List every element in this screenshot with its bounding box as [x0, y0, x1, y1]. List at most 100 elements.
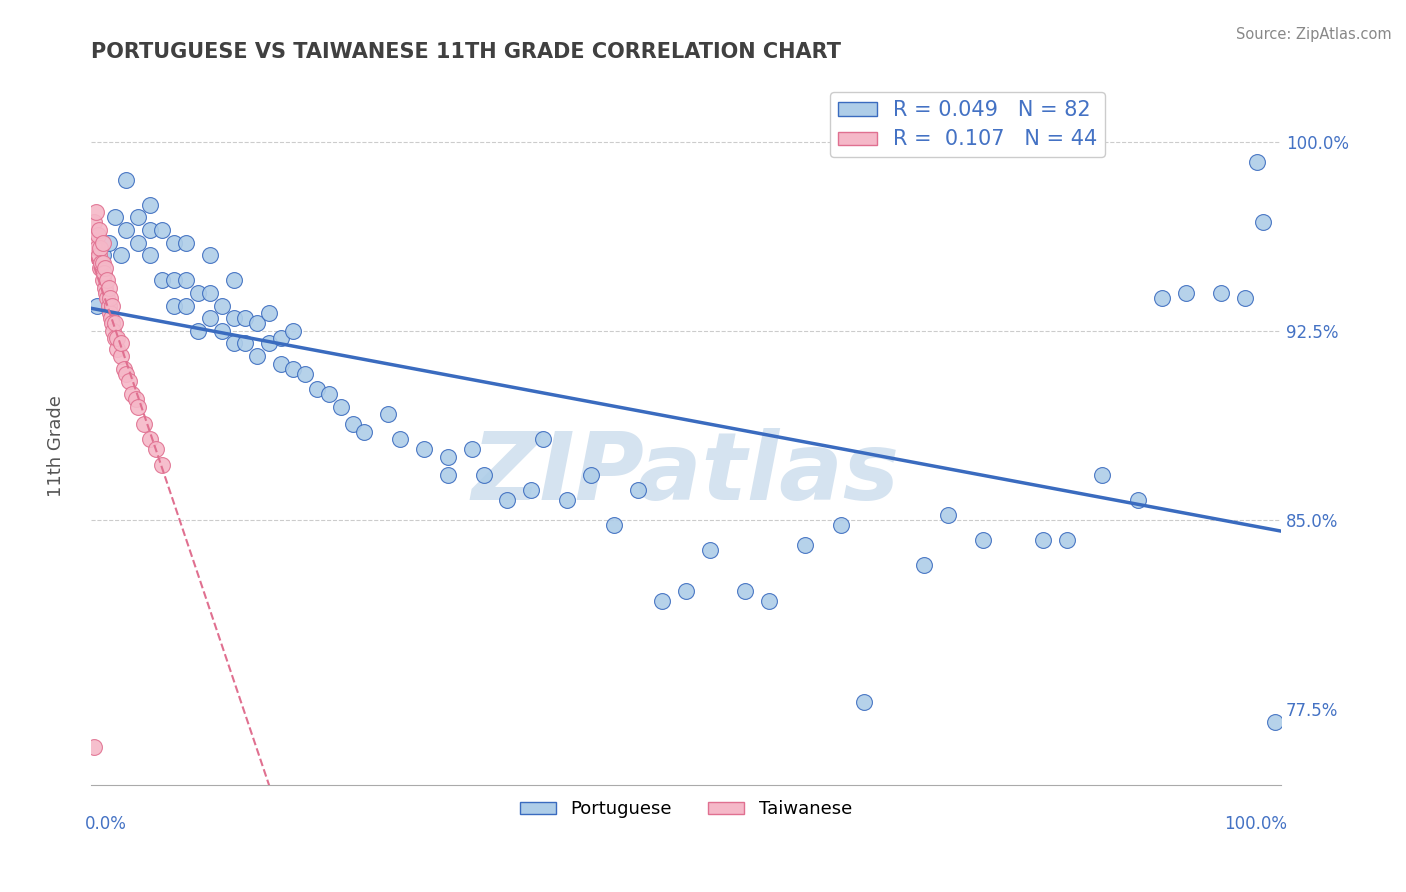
Point — [139, 223, 162, 237]
Point — [246, 316, 269, 330]
Point — [87, 227, 110, 242]
Point — [115, 367, 138, 381]
Point — [150, 458, 173, 472]
Point — [1174, 286, 1197, 301]
Point — [342, 417, 364, 432]
Point — [101, 316, 124, 330]
Point — [675, 583, 697, 598]
Point — [305, 382, 328, 396]
Point — [627, 483, 650, 497]
Point — [134, 417, 156, 432]
Point — [94, 281, 117, 295]
Point — [89, 241, 111, 255]
Point — [86, 241, 108, 255]
Point — [96, 273, 118, 287]
Point — [211, 324, 233, 338]
Point — [98, 306, 121, 320]
Point — [96, 291, 118, 305]
Point — [89, 260, 111, 275]
Point — [235, 336, 257, 351]
Point — [758, 594, 780, 608]
Point — [222, 311, 245, 326]
Point — [101, 299, 124, 313]
Point — [1032, 533, 1054, 548]
Point — [98, 291, 121, 305]
Point — [163, 273, 186, 287]
Point — [353, 425, 375, 439]
Text: ZIPatlas: ZIPatlas — [472, 428, 900, 520]
Point — [150, 273, 173, 287]
Point — [1056, 533, 1078, 548]
Point — [259, 306, 281, 320]
Point — [139, 433, 162, 447]
Point — [103, 324, 125, 338]
Point — [294, 367, 316, 381]
Point — [1234, 291, 1257, 305]
Point — [912, 558, 935, 573]
Point — [437, 467, 460, 482]
Point — [115, 223, 138, 237]
Point — [83, 235, 105, 250]
Point — [127, 211, 149, 225]
Point — [377, 407, 399, 421]
Point — [118, 374, 141, 388]
Point — [187, 324, 209, 338]
Point — [105, 331, 128, 345]
Point — [1251, 215, 1274, 229]
Point — [97, 235, 120, 250]
Point — [187, 286, 209, 301]
Point — [115, 172, 138, 186]
Point — [318, 387, 340, 401]
Point — [97, 281, 120, 295]
Point — [699, 543, 721, 558]
Point — [531, 433, 554, 447]
Point — [1150, 291, 1173, 305]
Point — [579, 467, 602, 482]
Point — [127, 235, 149, 250]
Point — [1091, 467, 1114, 482]
Point — [139, 198, 162, 212]
Point — [222, 336, 245, 351]
Point — [603, 518, 626, 533]
Point — [110, 336, 132, 351]
Point — [830, 518, 852, 533]
Point — [87, 248, 110, 262]
Point — [270, 331, 292, 345]
Point — [103, 331, 125, 345]
Point — [235, 311, 257, 326]
Point — [936, 508, 959, 522]
Point — [281, 324, 304, 338]
Point — [793, 538, 815, 552]
Point — [94, 260, 117, 275]
Text: Source: ZipAtlas.com: Source: ZipAtlas.com — [1236, 27, 1392, 42]
Point — [1246, 154, 1268, 169]
Point — [281, 361, 304, 376]
Point — [96, 286, 118, 301]
Point — [110, 349, 132, 363]
Point — [87, 223, 110, 237]
Point — [259, 336, 281, 351]
Point — [246, 349, 269, 363]
Point — [91, 235, 114, 250]
Point — [105, 342, 128, 356]
Point — [93, 266, 115, 280]
Point — [83, 215, 105, 229]
Point — [91, 248, 114, 262]
Point — [496, 492, 519, 507]
Point — [1211, 286, 1233, 301]
Point — [174, 273, 197, 287]
Point — [163, 235, 186, 250]
Point — [83, 740, 105, 755]
Point — [734, 583, 756, 598]
Point — [163, 299, 186, 313]
Point — [853, 695, 876, 709]
Point — [125, 392, 148, 406]
Point — [97, 299, 120, 313]
Point — [86, 299, 108, 313]
Point — [90, 256, 112, 270]
Point — [460, 442, 482, 457]
Point — [139, 248, 162, 262]
Point — [174, 299, 197, 313]
Point — [150, 223, 173, 237]
Point — [211, 299, 233, 313]
